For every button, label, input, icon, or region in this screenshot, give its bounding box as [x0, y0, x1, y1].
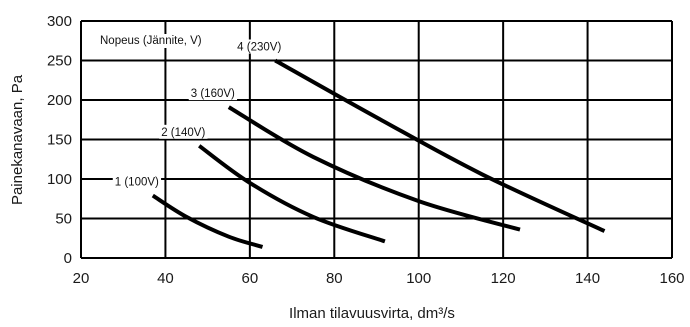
x-tick-label: 80 — [326, 270, 343, 287]
x-tick-label: 20 — [73, 270, 90, 287]
y-tick-label: 200 — [47, 92, 72, 109]
series-label-3: 3 (160V) — [191, 88, 235, 100]
x-axis-label: Ilman tilavuusvirta, dm³/s — [289, 305, 455, 322]
series-label-background — [235, 39, 284, 54]
y-tick-label: 50 — [55, 211, 72, 228]
series-label-1: 1 (100V) — [115, 177, 159, 189]
x-tick-label: 40 — [157, 270, 174, 287]
series-label-background — [112, 174, 162, 189]
x-tick-label: 140 — [575, 270, 600, 287]
series-line-2 — [198, 144, 386, 244]
y-axis-label: Painekanavaan, Pa — [9, 74, 26, 205]
x-tick-label: 120 — [491, 270, 516, 287]
series-line-3 — [227, 105, 521, 232]
y-tick-label: 100 — [47, 171, 72, 188]
grid — [80, 20, 673, 259]
curve-labels: 1 (100V) 2 (140V) 3 (160V) 4 (230V) — [112, 39, 284, 189]
curves — [151, 58, 606, 249]
x-tick-label: 160 — [659, 270, 684, 287]
x-tick-label: 60 — [242, 270, 259, 287]
y-tick-label: 0 — [64, 250, 72, 267]
y-tick-label: 150 — [47, 132, 72, 149]
legend-title: Nopeus (Jännite, V) — [100, 35, 202, 47]
series-label-2: 2 (140V) — [161, 127, 205, 139]
series-label-4: 4 (230V) — [237, 42, 281, 54]
series-label-background — [159, 124, 208, 139]
y-tick-label: 300 — [47, 13, 72, 30]
legend-title-background — [98, 34, 204, 48]
series-line-4 — [274, 58, 606, 233]
tick-labels: 0 50 100 150 200 250 300 20 40 60 80 100 120 140 160 — [47, 13, 685, 287]
series-line-1 — [151, 193, 264, 249]
x-tick-label: 100 — [406, 270, 431, 287]
series-label-background — [188, 86, 238, 101]
y-tick-label: 250 — [47, 53, 72, 70]
